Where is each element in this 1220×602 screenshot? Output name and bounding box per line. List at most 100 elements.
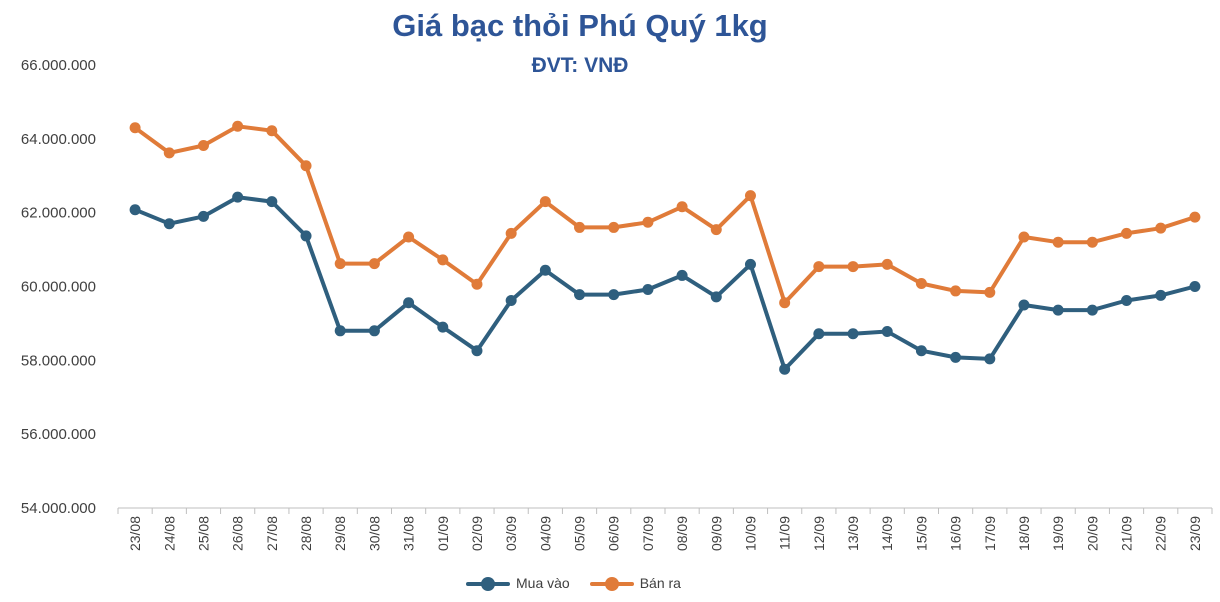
x-tick-label: 12/09	[811, 516, 827, 551]
data-point-mua-vao	[403, 297, 415, 309]
x-tick-label: 07/09	[640, 516, 656, 551]
data-point-mua-vao	[642, 283, 654, 295]
data-point-mua-vao	[1121, 295, 1133, 307]
data-point-ban-ra	[744, 190, 756, 202]
data-point-ban-ra	[779, 297, 791, 309]
data-point-ban-ra	[197, 139, 209, 151]
legend-label-mua-vao: Mua vào	[516, 575, 570, 591]
data-point-mua-vao	[334, 325, 346, 337]
legend-item-ban-ra: Bán ra	[589, 575, 681, 591]
x-tick-label: 17/09	[982, 516, 998, 551]
data-point-mua-vao	[915, 345, 927, 357]
data-point-ban-ra	[984, 286, 996, 298]
data-point-ban-ra	[574, 221, 586, 233]
data-point-mua-vao	[1189, 281, 1201, 292]
series-line-mua-vao	[133, 195, 1197, 372]
x-tick-label: 16/09	[948, 516, 964, 551]
data-point-mua-vao	[710, 291, 722, 303]
data-point-mua-vao	[163, 218, 175, 230]
x-tick-label: 29/08	[332, 516, 348, 551]
x-tick-label: 26/08	[230, 516, 246, 551]
data-point-ban-ra	[881, 258, 893, 270]
data-point-mua-vao	[1052, 304, 1064, 316]
data-point-ban-ra	[642, 216, 654, 228]
data-point-ban-ra	[505, 227, 517, 239]
x-tick-label: 09/09	[708, 516, 724, 551]
chart-title: Giá bạc thỏi Phú Quý 1kg	[392, 8, 768, 43]
data-point-mua-vao	[197, 210, 209, 222]
x-tick-label: 18/09	[1016, 516, 1032, 551]
data-point-mua-vao	[676, 269, 688, 281]
x-tick-label: 25/08	[195, 516, 211, 551]
x-tick-label: 02/09	[469, 516, 485, 551]
data-point-ban-ra	[368, 258, 380, 270]
data-point-mua-vao	[129, 204, 141, 216]
data-point-ban-ra	[1121, 227, 1133, 239]
data-point-ban-ra	[1018, 231, 1030, 243]
data-point-mua-vao	[813, 328, 825, 340]
x-tick-label: 23/08	[127, 516, 143, 551]
x-tick-label: 14/09	[879, 516, 895, 551]
x-tick-label: 11/09	[777, 516, 793, 550]
data-point-ban-ra	[608, 221, 620, 233]
data-point-ban-ra	[676, 201, 688, 213]
legend-label-ban-ra: Bán ra	[639, 575, 681, 591]
y-tick-label: 58.000.000	[21, 352, 96, 369]
x-tick-label: 15/09	[913, 516, 929, 551]
data-point-ban-ra	[232, 120, 244, 132]
x-tick-label: 20/09	[1084, 516, 1100, 551]
data-point-mua-vao	[1155, 289, 1167, 301]
legend-item-mua-vao: Mua vào	[466, 575, 570, 591]
data-point-ban-ra	[915, 278, 927, 290]
data-point-mua-vao	[950, 351, 962, 363]
y-tick-label: 66.000.000	[21, 57, 96, 74]
x-tick-label: 13/09	[845, 516, 861, 551]
data-point-mua-vao	[779, 363, 791, 375]
y-tick-label: 60.000.000	[21, 279, 96, 296]
data-point-ban-ra	[437, 254, 449, 266]
legend-swatch-mua-vao-icon	[466, 575, 510, 591]
data-point-mua-vao	[505, 295, 517, 307]
data-point-mua-vao	[471, 345, 483, 357]
data-point-ban-ra	[710, 224, 722, 236]
x-tick-label: 30/08	[366, 516, 382, 551]
data-point-mua-vao	[368, 325, 380, 337]
x-tick-label: 22/09	[1153, 516, 1169, 551]
x-tick-label: 31/08	[401, 516, 417, 551]
data-point-ban-ra	[403, 231, 415, 243]
series-line-ban-ra	[133, 124, 1197, 305]
y-tick-label: 64.000.000	[21, 131, 96, 148]
data-point-ban-ra	[334, 258, 346, 270]
data-point-ban-ra	[266, 125, 278, 137]
x-tick-label: 04/09	[537, 516, 553, 551]
data-point-ban-ra	[163, 147, 175, 159]
data-point-mua-vao	[574, 289, 586, 301]
data-point-mua-vao	[881, 326, 893, 338]
x-tick-label: 08/09	[674, 516, 690, 551]
x-tick-label: 27/08	[264, 516, 280, 551]
legend: Mua vào Bán ra	[466, 575, 681, 591]
y-tick-label: 54.000.000	[21, 500, 96, 517]
data-point-mua-vao	[1018, 299, 1030, 311]
x-tick-label: 21/09	[1119, 516, 1135, 551]
data-point-mua-vao	[608, 289, 620, 301]
y-tick-label: 56.000.000	[21, 426, 96, 443]
data-point-ban-ra	[1155, 222, 1167, 234]
data-point-mua-vao	[437, 321, 449, 333]
x-tick-label: 23/09	[1187, 516, 1203, 551]
x-tick-label: 06/09	[606, 516, 622, 551]
data-point-ban-ra	[847, 261, 859, 273]
data-point-mua-vao	[232, 191, 244, 203]
data-point-ban-ra	[1086, 236, 1098, 248]
data-point-mua-vao	[1086, 304, 1098, 316]
data-point-ban-ra	[813, 261, 825, 273]
data-point-ban-ra	[471, 278, 483, 290]
data-point-mua-vao	[847, 328, 859, 340]
x-tick-label: 28/08	[298, 516, 314, 551]
x-tick-label: 10/09	[742, 516, 758, 551]
data-point-ban-ra	[1189, 211, 1201, 223]
x-tick-label: 19/09	[1050, 516, 1066, 551]
x-tick-label: 05/09	[572, 516, 588, 551]
